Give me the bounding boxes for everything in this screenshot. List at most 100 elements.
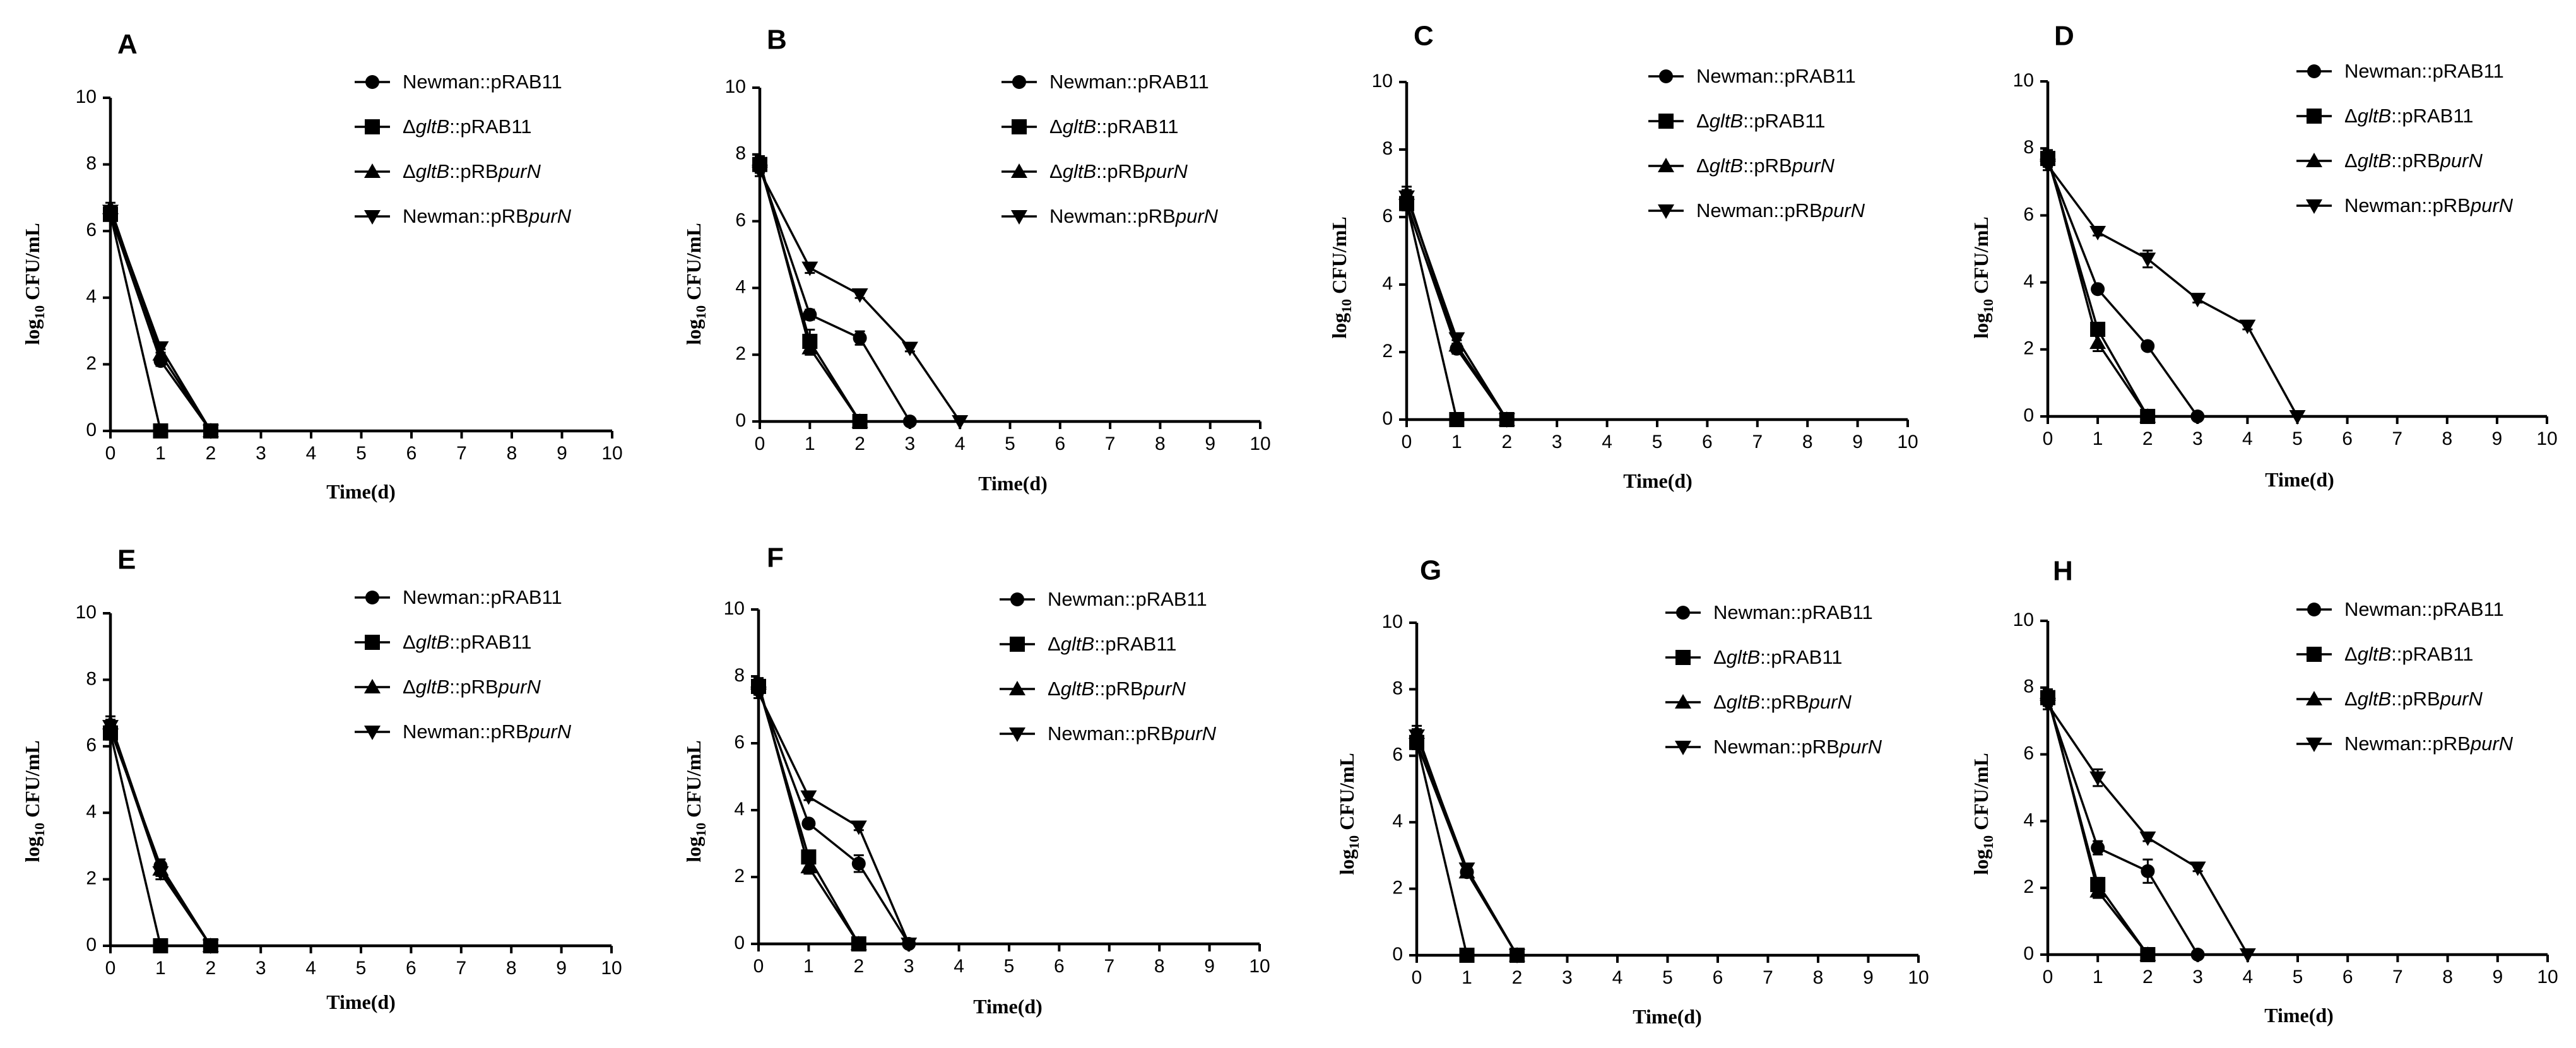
legend-entry: Newman::pRAB11: [1648, 65, 1856, 87]
data-point: [801, 339, 818, 355]
data-point: [750, 686, 767, 702]
y-tick-label: 6: [1392, 745, 1403, 765]
y-tick-label: 4: [86, 286, 97, 307]
legend-label: Newman::pRAB11: [403, 586, 562, 608]
x-tick-label: 0: [1412, 967, 1422, 988]
series-line: [2047, 693, 2149, 956]
y-tick-label: 10: [2013, 609, 2034, 630]
x-tick-label: 10: [1249, 956, 1270, 977]
x-tick-label: 8: [1802, 432, 1813, 452]
panel-label: H: [2053, 556, 2073, 587]
x-tick-label: 9: [1204, 956, 1215, 977]
legend-entry: Newman::pRAB11: [355, 586, 562, 608]
series-3: [750, 686, 918, 952]
series-line: [1405, 193, 1508, 420]
data-point: [2089, 883, 2106, 898]
x-tick-label: 2: [854, 433, 865, 454]
x-tick-label: 9: [1852, 432, 1863, 452]
y-tick-label: 8: [86, 668, 97, 689]
y-tick-label: 8: [2023, 137, 2034, 158]
x-tick-label: 5: [1004, 956, 1015, 977]
legend-marker: [2307, 647, 2322, 662]
legend-label: Newman::pRAB11: [2344, 60, 2504, 82]
x-tick-label: 5: [2293, 967, 2303, 987]
data-point: [851, 288, 868, 303]
chart-panel-g: G 0 2 4 6 8 10 0 1 2 3 4 5 6 7 8 9 10 Time(d) log10 CFU/mL N…: [1335, 555, 1929, 1028]
data-point: [153, 423, 168, 439]
x-tick-label: 0: [2043, 967, 2053, 987]
x-tick-label: 2: [205, 958, 216, 979]
chart-panel-f: F 0 2 4 6 8 10 0 1 2 3 4 5 6 7 8 9 10 Time(d) log10 CFU/mL N…: [682, 543, 1270, 1018]
series-0: [1410, 734, 1524, 962]
data-point: [203, 425, 219, 439]
x-axis-title: Time(d): [978, 472, 1048, 495]
series-line: [2047, 161, 2199, 418]
x-tick-label: 1: [1462, 967, 1472, 988]
legend-label: Newman::pRAB11: [1048, 588, 1207, 610]
x-tick-label: 9: [2492, 428, 2503, 449]
y-tick-label: 0: [1382, 408, 1393, 429]
legend-marker: [365, 635, 380, 650]
y-axis-title: log10 CFU/mL: [21, 740, 47, 863]
legend-label: ΔgltB::pRAB11: [2344, 105, 2474, 127]
y-axis-title: log10 CFU/mL: [682, 223, 709, 345]
legend-entry: ΔgltB::pRAB11: [355, 631, 532, 653]
legend-entry: Newman::pRBpurN: [355, 205, 572, 227]
legend-marker: [364, 726, 381, 740]
x-tick-label: 1: [155, 958, 166, 979]
series-2: [2040, 686, 2156, 961]
data-point: [2091, 840, 2105, 855]
series-line: [2047, 697, 2149, 956]
x-tick-label: 7: [456, 958, 466, 979]
legend-marker: [2307, 64, 2321, 78]
legend-marker: [1009, 681, 1025, 695]
x-tick-label: 8: [507, 443, 517, 464]
series-3: [1409, 728, 1525, 963]
y-axis-title: log10 CFU/mL: [682, 740, 709, 863]
data-point: [152, 866, 169, 881]
series-line: [109, 214, 211, 432]
legend-entry: Newman::pRBpurN: [1648, 199, 1865, 221]
x-tick-label: 8: [2442, 428, 2452, 449]
data-point: [2141, 864, 2155, 878]
x-tick-label: 0: [2043, 428, 2053, 449]
legend-entry: ΔgltB::pRBpurN: [2296, 150, 2483, 172]
y-tick-label: 8: [734, 665, 745, 686]
legend-label: Newman::pRAB11: [1696, 65, 1856, 87]
data-point: [1459, 948, 1475, 963]
y-tick-label: 0: [735, 410, 746, 431]
legend-label: Newman::pRBpurN: [403, 721, 572, 743]
panel-label: F: [767, 543, 784, 574]
x-tick-label: 3: [1562, 967, 1573, 988]
data-point: [102, 720, 119, 735]
x-tick-label: 0: [1402, 432, 1412, 452]
x-tick-label: 1: [2093, 428, 2103, 449]
legend-label: ΔgltB::pRBpurN: [1696, 155, 1835, 177]
legend-marker: [1675, 694, 1691, 709]
data-point: [952, 415, 969, 430]
panel-label: A: [117, 29, 138, 60]
y-tick-label: 0: [2023, 405, 2034, 426]
x-tick-label: 1: [805, 433, 815, 454]
x-tick-label: 9: [556, 958, 567, 979]
legend-entry: Newman::pRAB11: [1000, 588, 1207, 610]
legend-entry: ΔgltB::pRBpurN: [1001, 160, 1188, 182]
y-tick-label: 4: [86, 801, 97, 822]
data-point: [800, 859, 817, 874]
series-3: [1398, 189, 1515, 428]
series-line: [2047, 700, 2199, 955]
series-line: [109, 214, 212, 432]
legend-marker: [1010, 637, 1025, 652]
x-tick-label: 4: [306, 443, 317, 464]
data-point: [2139, 946, 2156, 961]
x-tick-label: 1: [1451, 432, 1462, 452]
x-tick-label: 8: [1155, 433, 1166, 454]
legend-marker: [365, 119, 380, 134]
x-tick-label: 4: [1602, 432, 1612, 452]
series-line: [109, 210, 212, 432]
x-tick-label: 2: [206, 443, 216, 464]
legend-marker: [2307, 109, 2322, 124]
data-point: [2189, 861, 2206, 876]
chart-panel-c: C 0 2 4 6 8 10 0 1 2 3 4 5 6 7 8 9 10 Time(d) log10 CFU/mL N…: [1328, 21, 1918, 492]
legend-entry: ΔgltB::pRBpurN: [1665, 691, 1852, 713]
